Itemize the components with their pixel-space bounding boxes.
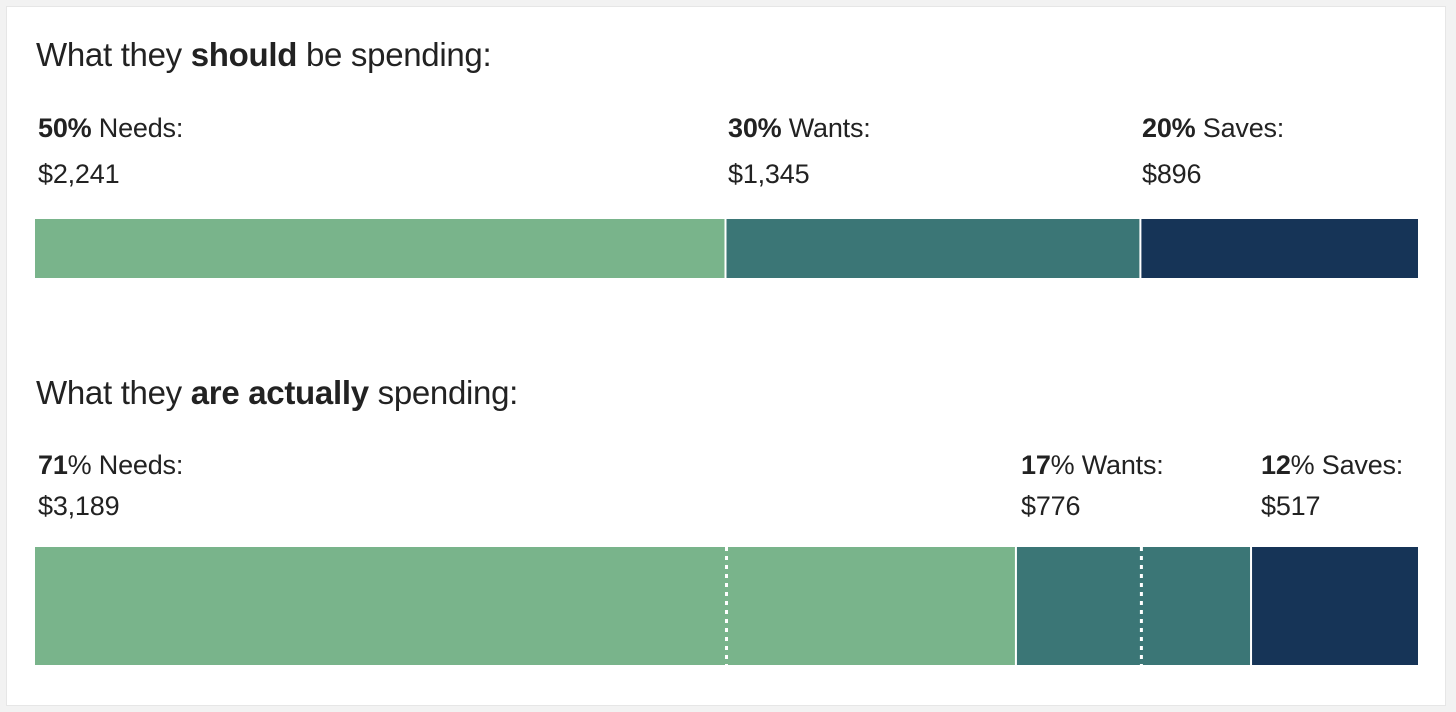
actual-needs-amount: $3,189 [38, 491, 120, 521]
actual-bar-saves [1252, 547, 1418, 665]
actual-saves-amount: $517 [1261, 491, 1321, 521]
chart-title-should: What they should be spending: [36, 36, 492, 73]
actual-bar-needs [35, 547, 1017, 665]
actual-wants-label: 17% Wants: [1021, 450, 1164, 480]
actual-needs-label: 71% Needs: [38, 450, 184, 480]
should-wants-label: 30% Wants: [728, 113, 871, 143]
actual-wants-amount: $776 [1021, 491, 1081, 521]
actual-saves-label: 12% Saves: [1261, 450, 1404, 480]
should-wants-amount: $1,345 [728, 159, 810, 189]
should-needs-label: 50% Needs: [38, 113, 184, 143]
should-bar-wants [726, 219, 1142, 278]
should-saves-amount: $896 [1142, 159, 1202, 189]
should-bar-saves [1141, 219, 1418, 278]
actual-bar-wants [1016, 547, 1253, 665]
chart-title-actual: What they are actually spending: [36, 374, 519, 411]
should-needs-amount: $2,241 [38, 159, 120, 189]
should-bar-needs [35, 219, 727, 278]
should-saves-label: 20% Saves: [1142, 113, 1285, 143]
